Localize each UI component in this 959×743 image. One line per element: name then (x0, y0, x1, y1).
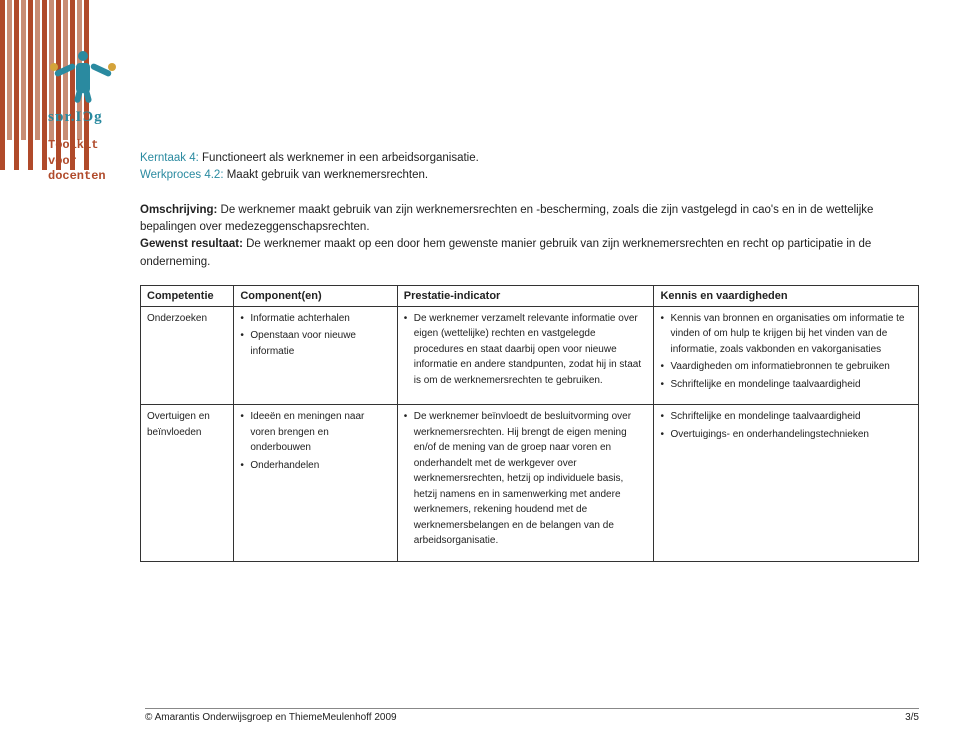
werkproces-line: Werkproces 4.2: Maakt gebruik van werkne… (140, 167, 919, 184)
kerntaak-line: Kerntaak 4: Functioneert als werknemer i… (140, 150, 919, 167)
toolkit-line-1: Toolkit voor (48, 138, 133, 169)
list-item: Ideeën en meningen naar voren brengen en… (240, 409, 390, 456)
logo-area: sɒr.IƆg Toolkit voor docenten (48, 45, 133, 185)
cell-componenten: Informatie achterhalen Openstaan voor ni… (234, 306, 397, 405)
copyright-text: © Amarantis Onderwijsgroep en ThiemeMeul… (145, 712, 397, 723)
cell-prestatie: De werknemer beïnvloedt de besluitvormin… (397, 405, 654, 562)
brand-name: sɒr.IƆg (48, 109, 133, 126)
page-number: 3/5 (905, 712, 919, 723)
list-item: Onderhandelen (240, 458, 390, 474)
kerntaak-text: Functioneert als werknemer in een arbeid… (202, 152, 479, 164)
header-componenten: Component(en) (234, 285, 397, 306)
toolkit-label: Toolkit voor docenten (48, 138, 133, 185)
toolkit-line-2: docenten (48, 169, 133, 185)
list-item: Vaardigheden om informatiebronnen te geb… (660, 359, 912, 375)
list-item: Openstaan voor nieuwe informatie (240, 328, 390, 359)
header-prestatie: Prestatie-indicator (397, 285, 654, 306)
list-item: Schriftelijke en mondelinge taalvaardigh… (660, 409, 912, 425)
main-content: Kerntaak 4: Functioneert als werknemer i… (140, 150, 919, 562)
header-competentie: Competentie (141, 285, 234, 306)
cell-kennis: Kennis van bronnen en organisaties om in… (654, 306, 919, 405)
table-row: Overtuigen en beïnvloeden Ideeën en meni… (141, 405, 919, 562)
gewenst-label: Gewenst resultaat: (140, 238, 243, 250)
list-item: Informatie achterhalen (240, 311, 390, 327)
competentie-table: Competentie Component(en) Prestatie-indi… (140, 285, 919, 562)
omschrijving-label: Omschrijving: (140, 204, 217, 216)
header-kennis: Kennis en vaardigheden (654, 285, 919, 306)
werkproces-label: Werkproces 4.2: (140, 169, 224, 181)
cell-componenten: Ideeën en meningen naar voren brengen en… (234, 405, 397, 562)
spring-logo-icon (48, 45, 118, 105)
omschrijving-text: De werknemer maakt gebruik van zijn werk… (140, 204, 873, 233)
list-item: Kennis van bronnen en organisaties om in… (660, 311, 912, 358)
intro-block: Kerntaak 4: Functioneert als werknemer i… (140, 150, 919, 271)
cell-prestatie: De werknemer verzamelt relevante informa… (397, 306, 654, 405)
cell-competentie: Overtuigen en beïnvloeden (141, 405, 234, 562)
werkproces-text: Maakt gebruik van werknemersrechten. (227, 169, 428, 181)
gewenst-line: Gewenst resultaat: De werknemer maakt op… (140, 236, 919, 271)
list-item: Schriftelijke en mondelinge taalvaardigh… (660, 377, 912, 393)
list-item: De werknemer verzamelt relevante informa… (404, 311, 648, 389)
footer: © Amarantis Onderwijsgroep en ThiemeMeul… (145, 708, 919, 723)
table-header-row: Competentie Component(en) Prestatie-indi… (141, 285, 919, 306)
cell-competentie: Onderzoeken (141, 306, 234, 405)
gewenst-text: De werknemer maakt op een door hem gewen… (140, 238, 871, 267)
kerntaak-label: Kerntaak 4: (140, 152, 199, 164)
cell-kennis: Schriftelijke en mondelinge taalvaardigh… (654, 405, 919, 562)
list-item: De werknemer beïnvloedt de besluitvormin… (404, 409, 648, 549)
table-row: Onderzoeken Informatie achterhalen Opens… (141, 306, 919, 405)
omschrijving-line: Omschrijving: De werknemer maakt gebruik… (140, 202, 919, 237)
list-item: Overtuigings- en onderhandelingstechniek… (660, 427, 912, 443)
